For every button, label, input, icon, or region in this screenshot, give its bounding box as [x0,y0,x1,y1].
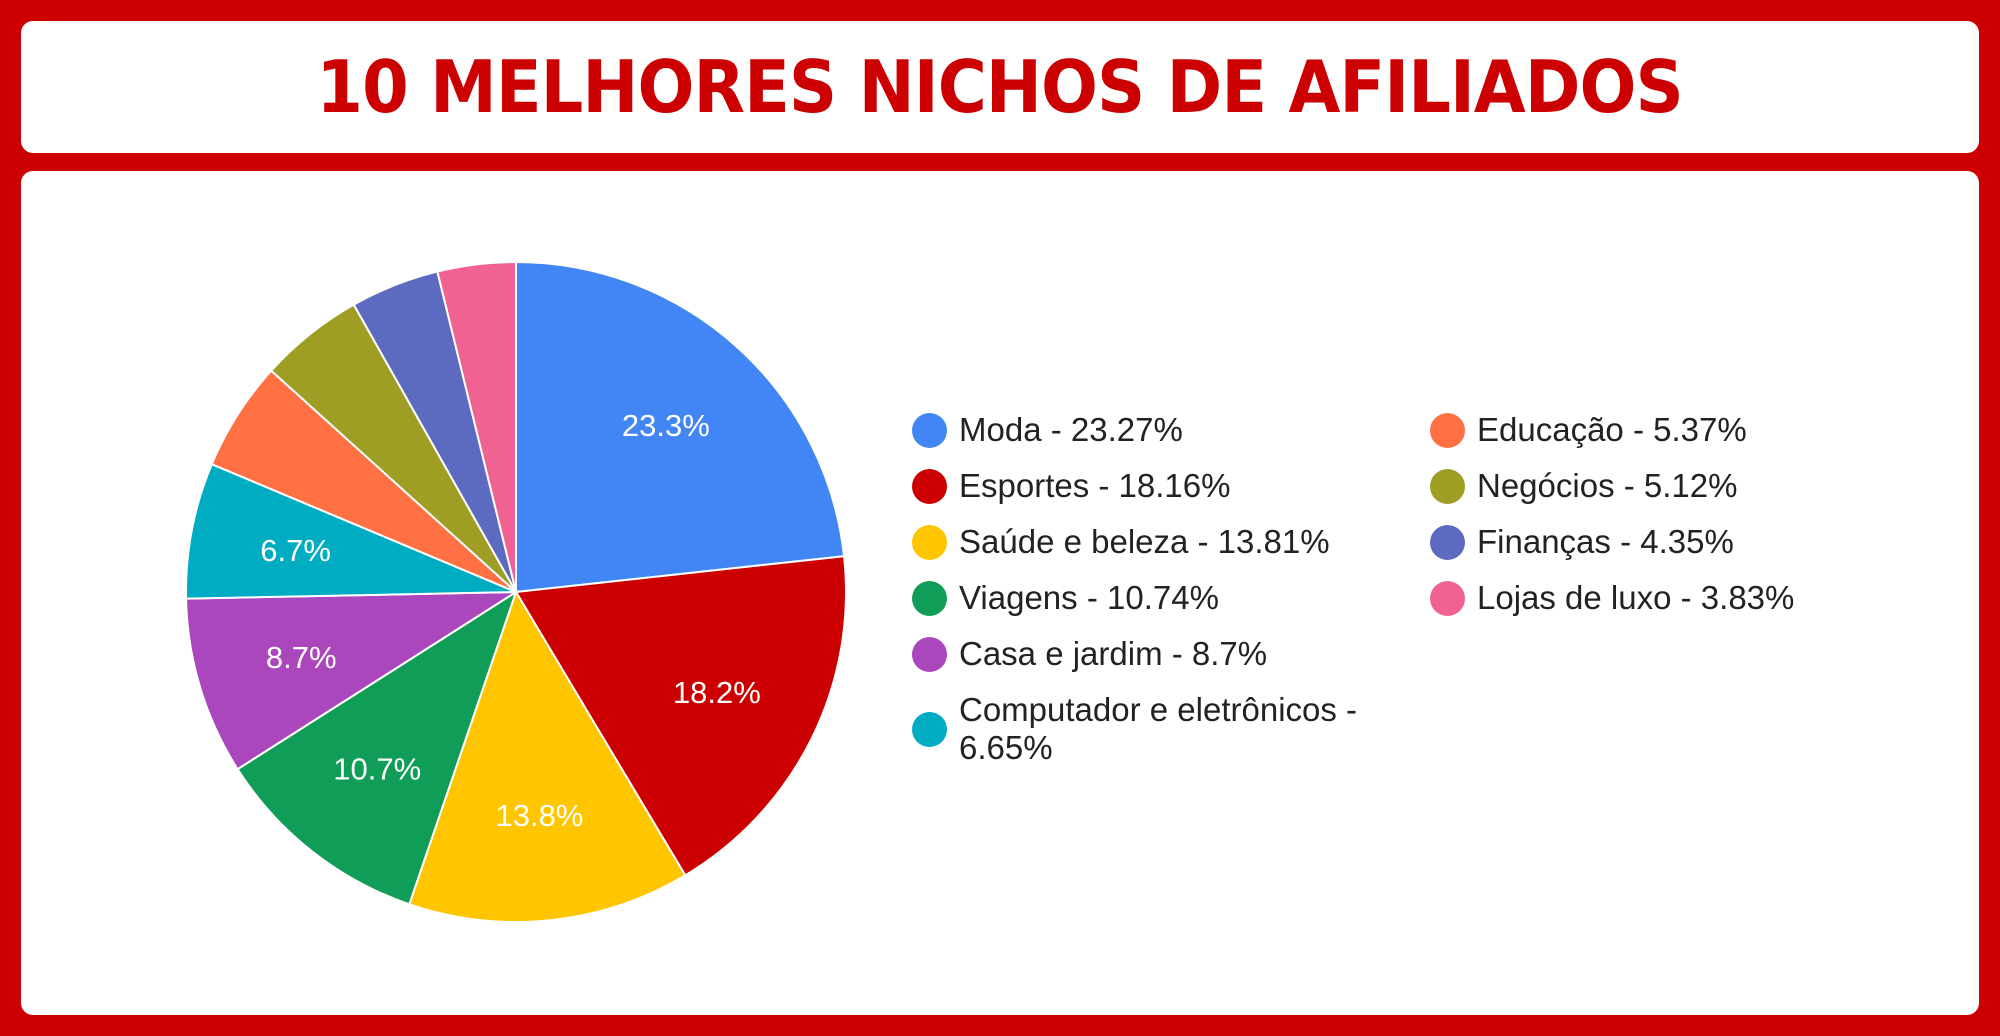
pie-slice-lojas-de-luxo [436,260,517,593]
pie-slice-viagens [236,589,518,906]
legend-label: Saúde e beleza - 13.81% [959,523,1330,560]
legend-item: Viagens - 10.74% [912,579,1379,617]
pie-slice-casa-e-jardim [185,590,520,771]
legend-label: Negócios - 5.12% [1477,467,1738,504]
slice-label: 18.2% [673,675,761,710]
legend-item: Negócios - 5.12% [1430,467,1794,505]
slice-label: 6.7% [260,533,331,568]
legend-label: Esportes - 18.16% [959,467,1231,504]
pie-slice-saude-e-beleza [408,589,687,923]
legend-column-2: Educação - 5.37% Negócios - 5.12% Finanças… [1430,411,1794,635]
slice-label: 13.8% [495,798,583,833]
legend-color-dot-icon [1430,580,1465,616]
legend-color-dot-icon [1430,524,1465,560]
legend-color-dot-icon [912,524,947,560]
legend-label: Computador e eletrônicos - 6.65% [959,691,1358,766]
chart-title: 10 MELHORES NICHOS DE AFILIADOS [316,45,1684,129]
legend-label: Educação - 5.37% [1477,411,1747,448]
legend-color-dot-icon [912,468,947,504]
legend-label: Casa e jardim - 8.7% [959,635,1268,672]
legend-item: Lojas de luxo - 3.83% [1430,579,1794,617]
chart-panel: 23.3% 18.2% 13.8% 10.7% 8.7% 6.7% Moda - 23.2… [21,171,1979,1015]
legend-label: Viagens - 10.74% [959,579,1219,616]
legend-item: Computador e eletrônicos - 6.65% [912,691,1379,767]
legend-item: Saúde e beleza - 13.81% [912,523,1379,561]
legend-label: Finanças - 4.35% [1477,523,1734,560]
legend-item: Esportes - 18.16% [912,467,1379,505]
legend-item: Educação - 5.37% [1430,411,1794,449]
legend-item: Moda - 23.27% [912,411,1379,449]
slice-label: 23.3% [622,408,710,443]
pie-chart: 23.3% 18.2% 13.8% 10.7% 8.7% 6.7% [185,260,847,923]
pie-slice-esportes [514,555,847,877]
legend-color-dot-icon [1430,468,1465,504]
legend-color-dot-icon [1430,412,1465,448]
slice-label: 8.7% [266,640,337,675]
slice-label: 10.7% [333,751,421,786]
legend-label: Moda - 23.27% [959,411,1183,448]
legend-label: Lojas de luxo - 3.83% [1477,579,1795,616]
pie-slice-moda [515,260,846,594]
pie-slice-computador-e-eletronicos [185,462,517,600]
legend-color-dot-icon [912,636,947,672]
legend-column-1: Moda - 23.27% Esportes - 18.16% Saúde e be… [912,411,1379,785]
legend-item: Casa e jardim - 8.7% [912,635,1379,673]
title-panel: 10 MELHORES NICHOS DE AFILIADOS [21,21,1979,153]
legend-color-dot-icon [912,580,947,616]
legend-item: Finanças - 4.35% [1430,523,1794,561]
legend-color-dot-icon [912,412,947,448]
legend-color-dot-icon [912,711,947,747]
